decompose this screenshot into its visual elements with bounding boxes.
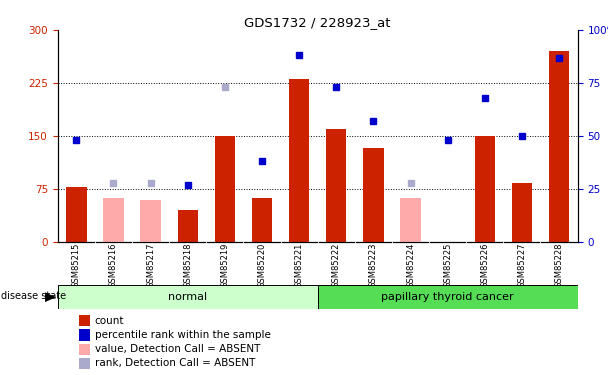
Text: GSM85218: GSM85218: [183, 243, 192, 288]
Text: GSM85228: GSM85228: [554, 243, 564, 288]
Bar: [549, 51, 569, 242]
Bar: [363, 148, 384, 242]
Text: GSM85217: GSM85217: [146, 243, 155, 288]
Text: GSM85215: GSM85215: [72, 243, 81, 288]
Text: disease state: disease state: [1, 291, 66, 301]
Bar: [66, 187, 86, 242]
Text: GSM85227: GSM85227: [517, 243, 527, 288]
Text: rank, Detection Call = ABSENT: rank, Detection Call = ABSENT: [95, 358, 255, 368]
Polygon shape: [45, 292, 56, 302]
Text: normal: normal: [168, 292, 207, 302]
Bar: [103, 198, 123, 242]
Bar: [140, 200, 161, 242]
Bar: [317, 285, 578, 309]
Bar: [58, 285, 317, 309]
Text: value, Detection Call = ABSENT: value, Detection Call = ABSENT: [95, 344, 260, 354]
Text: GSM85223: GSM85223: [369, 243, 378, 288]
Text: GSM85224: GSM85224: [406, 243, 415, 288]
Bar: [326, 129, 347, 242]
Title: GDS1732 / 228923_at: GDS1732 / 228923_at: [244, 16, 391, 29]
Bar: [512, 183, 532, 242]
Bar: [289, 80, 309, 242]
Bar: [400, 198, 421, 242]
Text: GSM85225: GSM85225: [443, 243, 452, 288]
Text: GSM85216: GSM85216: [109, 243, 118, 288]
Bar: [475, 136, 495, 242]
Text: percentile rank within the sample: percentile rank within the sample: [95, 330, 271, 340]
Text: GSM85220: GSM85220: [257, 243, 266, 288]
Text: GSM85222: GSM85222: [332, 243, 340, 288]
Bar: [178, 210, 198, 242]
Text: count: count: [95, 316, 125, 326]
Text: GSM85219: GSM85219: [220, 243, 229, 288]
Text: GSM85226: GSM85226: [480, 243, 489, 288]
Bar: [215, 136, 235, 242]
Text: GSM85221: GSM85221: [295, 243, 303, 288]
Bar: [252, 198, 272, 242]
Text: papillary thyroid cancer: papillary thyroid cancer: [381, 292, 514, 302]
